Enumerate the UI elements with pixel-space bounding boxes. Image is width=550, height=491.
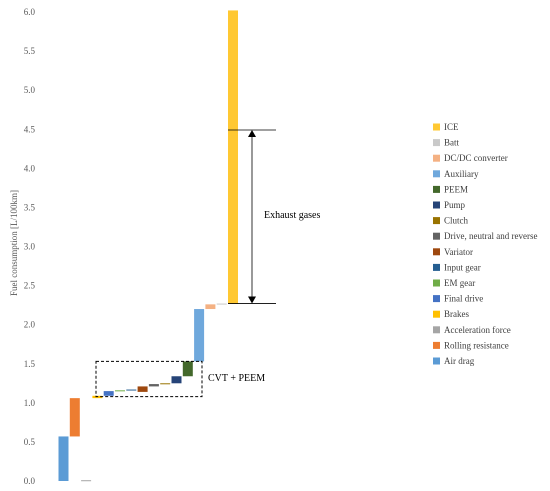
- y-tick-label: 4.5: [24, 124, 36, 134]
- bar-batt: [216, 303, 227, 305]
- y-tick-label: 5.5: [24, 46, 36, 56]
- bar-ice: [228, 10, 238, 304]
- y-tick-label: 5.0: [24, 85, 36, 95]
- bar-acceleration-force: [81, 480, 92, 482]
- legend-swatch: [433, 232, 440, 240]
- legend-label: Auxiliary: [444, 169, 479, 179]
- legend-swatch: [433, 279, 440, 287]
- legend-label: Acceleration force: [444, 325, 511, 335]
- bar-drive-neutral-and-reverse: [148, 384, 159, 387]
- bar-input-gear: [126, 389, 137, 391]
- y-tick-label: 3.5: [24, 202, 36, 212]
- legend-swatch: [433, 139, 440, 147]
- legend-swatch: [433, 326, 440, 334]
- legend-swatch: [433, 170, 440, 178]
- legend-swatch: [433, 310, 440, 318]
- legend-swatch: [433, 248, 440, 256]
- legend-label: Pump: [444, 200, 466, 210]
- y-tick-label: 4.0: [24, 163, 36, 173]
- y-tick-label: 2.0: [24, 320, 36, 330]
- legend-label: Batt: [444, 138, 459, 148]
- legend-label: Air drag: [444, 356, 475, 366]
- legend-label: Clutch: [444, 216, 468, 226]
- bar-rolling-resistance: [69, 398, 80, 437]
- annotations: Exhaust gases CVT + PEEM: [95, 129, 320, 398]
- legend-swatch: [433, 357, 440, 365]
- legend-swatch: [433, 201, 440, 209]
- bar-dc-dc-converter: [205, 304, 216, 310]
- y-tick-label: 1.5: [24, 359, 36, 369]
- bar-variator: [137, 386, 148, 392]
- bar-pump: [171, 376, 182, 384]
- legend-swatch: [433, 263, 440, 271]
- y-tick-label: 2.5: [24, 281, 36, 291]
- legend-label: Drive, neutral and reverse: [444, 231, 537, 241]
- exhaust-gases-label: Exhaust gases: [264, 210, 320, 221]
- cvt-peem-box: [95, 360, 203, 398]
- legend-swatch: [433, 154, 440, 162]
- legend-label: Rolling resistance: [444, 340, 509, 350]
- y-tick-label: 0.0: [24, 476, 36, 486]
- bar-clutch: [160, 383, 171, 385]
- legend-label: ICE: [444, 122, 459, 132]
- legend-swatch: [433, 341, 440, 349]
- bars: [58, 10, 238, 482]
- legend-swatch: [433, 185, 440, 193]
- legend-swatch: [433, 123, 440, 131]
- legend-swatch: [433, 295, 440, 303]
- bar-auxiliary: [194, 309, 205, 362]
- exhaust-arrow-head-down: [248, 296, 256, 304]
- legend: ICE Batt DC/DC converter Auxiliary PEEM Pump C…: [433, 122, 537, 366]
- y-tick-label: 0.5: [24, 437, 36, 447]
- bar-em-gear: [115, 390, 125, 392]
- legend-label: Variator: [444, 247, 473, 257]
- y-tick-label: 3.0: [24, 242, 36, 252]
- bar-air-drag: [58, 436, 69, 481]
- legend-label: Brakes: [444, 309, 469, 319]
- y-axis: 0.0 0.5 1.0 1.5 2.0 2.5 3.0 3.5 4.0 4.5 5.0 5.5 6.0: [24, 7, 36, 486]
- bar-final-drive: [103, 391, 114, 396]
- legend-label: EM gear: [444, 278, 475, 288]
- y-axis-title: Fuel consumption [L/100km]: [9, 190, 19, 296]
- legend-label: DC/DC converter: [444, 153, 508, 163]
- y-tick-label: 6.0: [24, 7, 36, 17]
- legend-label: PEEM: [444, 184, 468, 194]
- legend-label: Input gear: [444, 262, 481, 272]
- legend-swatch: [433, 217, 440, 225]
- cvt-peem-label: CVT + PEEM: [208, 373, 265, 384]
- y-tick-label: 1.0: [24, 398, 36, 408]
- legend-label: Final drive: [444, 294, 483, 304]
- exhaust-arrow-head-up: [248, 130, 256, 138]
- bar-peem: [182, 361, 193, 377]
